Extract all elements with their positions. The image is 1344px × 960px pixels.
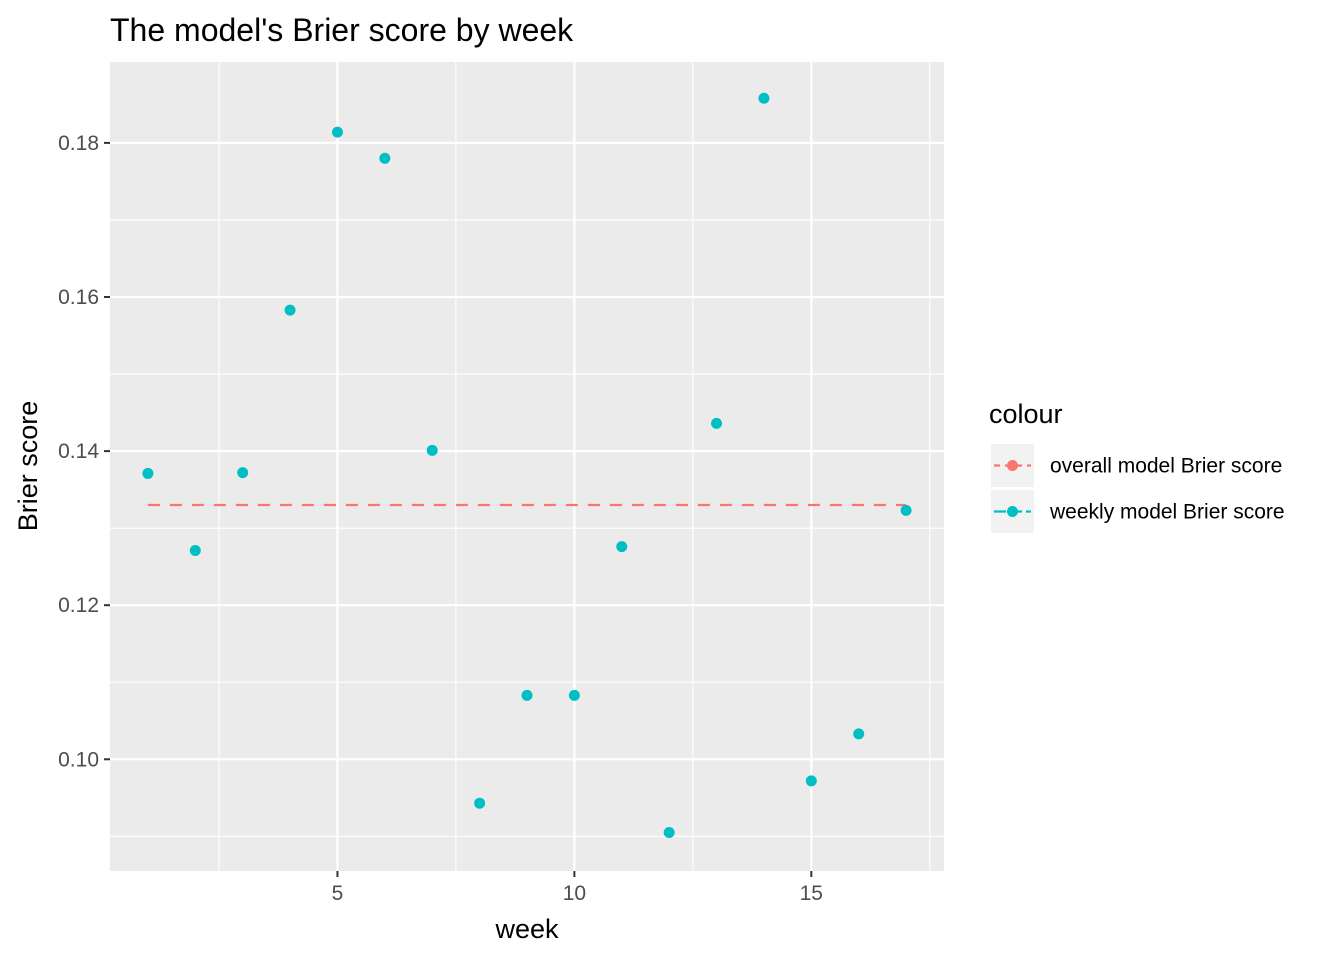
legend-entry: weekly model Brier score [991,490,1285,533]
legend-key-point [1007,460,1018,471]
weekly-brier-point [379,152,391,164]
legend-label: overall model Brier score [1050,455,1282,478]
weekly-brier-point [331,126,343,138]
weekly-brier-point [805,775,817,787]
major-grid [110,62,944,871]
legend-entries: overall model Brier score weekly model Br… [991,444,1285,533]
weekly-brier-point [426,444,438,456]
legend-entry: overall model Brier score [991,444,1282,487]
x-tick-label: 10 [563,882,586,905]
legend-label: weekly model Brier score [1049,501,1285,524]
weekly-brier-point [711,417,723,429]
x-tick-label: 5 [332,882,344,905]
y-tick-label: 0.16 [58,286,99,309]
y-tick-label: 0.18 [58,132,99,155]
weekly-brier-point [758,92,770,104]
y-tick-label: 0.12 [58,594,99,617]
y-axis-title: Brier score [13,401,43,532]
weekly-brier-point [142,467,154,479]
x-tick-label: 15 [800,882,823,905]
weekly-brier-point [474,797,486,809]
legend: colour overall model Brier score weekly m… [989,399,1285,533]
weekly-brier-point [189,544,201,556]
weekly-brier-point [568,689,580,701]
y-tick-labels: 0.10 0.12 0.14 0.16 0.18 [58,132,110,771]
weekly-brier-point [663,826,675,838]
minor-grid [110,62,944,871]
legend-key-point [1007,506,1018,517]
weekly-brier-point [237,467,249,479]
weekly-brier-point [616,541,628,553]
chart-title: The model's Brier score by week [110,12,574,48]
weekly-brier-point [284,304,296,316]
x-axis-title: week [494,914,559,944]
series-layer [142,92,912,838]
plot-panel [110,62,944,871]
legend-title: colour [989,399,1063,429]
weekly-brier-point [521,689,533,701]
x-tick-labels: 5 10 15 [332,871,823,905]
weekly-brier-point [900,504,912,516]
weekly-brier-point [853,728,865,740]
y-tick-label: 0.10 [58,748,99,771]
y-tick-label: 0.14 [58,440,99,463]
